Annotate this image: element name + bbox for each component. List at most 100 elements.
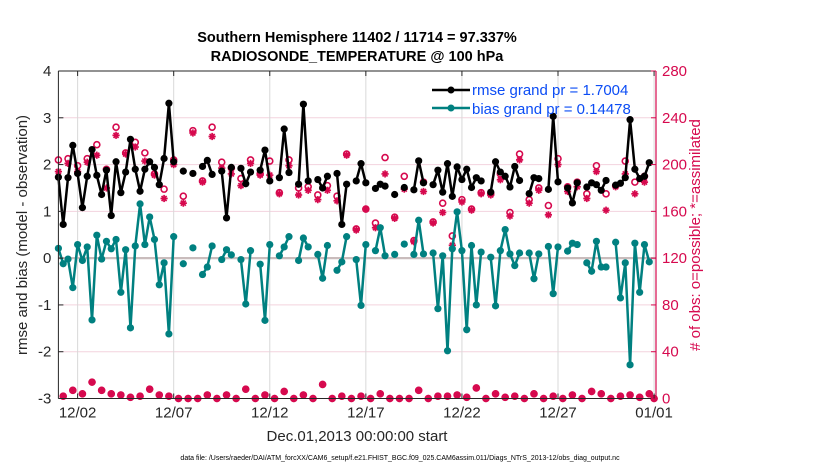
chart-title-line-1: Southern Hemisphere 11402 / 11714 = 97.3… — [197, 30, 517, 46]
bias-point — [261, 316, 269, 324]
bias-point — [285, 233, 293, 241]
bias-point — [443, 347, 452, 355]
rmse-point — [319, 184, 327, 192]
obs-possible-marker — [448, 232, 457, 240]
rmse-point — [357, 160, 365, 168]
bias-point — [146, 213, 154, 221]
bias-point — [458, 247, 466, 255]
obs-assimilated-marker — [69, 386, 77, 394]
rmse-point — [491, 158, 500, 166]
bias-point — [179, 260, 187, 268]
rmse-point — [419, 179, 428, 187]
rmse-point — [602, 176, 610, 185]
x-tick-label: 12/22 — [443, 405, 481, 422]
rmse-point — [102, 166, 111, 174]
obs-assimilated-marker — [391, 214, 399, 222]
rmse-point — [218, 167, 226, 175]
gridlines — [58, 70, 656, 399]
rmse-point — [323, 172, 332, 180]
rmse-point — [439, 188, 447, 196]
rmse-point — [179, 167, 187, 175]
rmse-point — [381, 182, 389, 190]
rmse-point — [170, 158, 178, 166]
obs-assimilated-marker — [525, 199, 533, 207]
rmse-point — [535, 175, 543, 183]
obs-assimilated-marker — [429, 219, 437, 227]
bias-point — [141, 240, 149, 249]
rmse-point — [453, 163, 461, 171]
rmse-point — [621, 174, 629, 182]
obs-assimilated-marker — [376, 390, 384, 398]
rmse-line — [297, 102, 310, 185]
rmse-point — [506, 183, 514, 191]
bias-point — [525, 249, 533, 257]
y-left-tick-label: -3 — [38, 391, 51, 408]
bias-point — [314, 250, 322, 258]
obs-assimilated-marker — [439, 208, 447, 217]
chart-title-line-2: RADIOSONDE_TEMPERATURE @ 100 hPa — [211, 49, 505, 65]
bias-point — [242, 300, 250, 308]
rmse-point — [583, 183, 591, 191]
obs-possible-marker — [602, 190, 610, 198]
rmse-line — [220, 167, 233, 220]
obs-assimilated-marker — [203, 391, 211, 399]
obs-assimilated-marker — [381, 170, 389, 178]
bias-point — [227, 251, 235, 259]
rmse-point — [78, 204, 87, 212]
rmse-point — [88, 146, 96, 154]
obs-assimilated-marker — [453, 391, 461, 399]
bias-point — [631, 239, 639, 247]
obs-assimilated-marker — [198, 178, 207, 186]
obs-possible-marker — [179, 192, 188, 200]
bias-point — [237, 255, 245, 264]
rmse-point — [362, 179, 370, 187]
y-right-tick-label: 80 — [662, 297, 679, 314]
rmse-point — [136, 187, 144, 195]
rmse-point — [237, 164, 245, 172]
rmse-point — [203, 156, 211, 164]
bias-point — [549, 290, 557, 298]
rmse-point — [549, 112, 557, 120]
bias-point — [573, 240, 581, 249]
obs-assimilated-marker — [636, 393, 644, 401]
rmse-point — [410, 186, 418, 194]
rmse-point — [122, 168, 130, 176]
obs-assimilated-marker — [515, 156, 524, 164]
bias-point — [621, 259, 629, 267]
bias-point — [165, 330, 173, 338]
bias-point — [218, 255, 226, 264]
obs-assimilated-marker — [343, 151, 351, 159]
bias-point — [640, 240, 649, 249]
y-left-tick-label: 1 — [43, 203, 51, 220]
rmse-point — [69, 141, 77, 149]
bias-point — [400, 240, 408, 248]
bias-point — [299, 234, 307, 242]
obs-assimilated-marker — [107, 390, 115, 398]
bias-point — [117, 288, 125, 296]
rmse-point — [371, 184, 380, 193]
rmse-point — [467, 183, 476, 192]
obs-assimilated-marker — [467, 206, 476, 214]
bias-point — [588, 267, 596, 275]
bias-point — [122, 246, 130, 254]
bias-point — [636, 288, 644, 296]
bias-point — [98, 255, 106, 263]
bias-line — [316, 245, 329, 280]
obs-assimilated-marker — [112, 131, 120, 139]
bias-point — [275, 252, 283, 260]
x-tick-label: 12/17 — [347, 405, 385, 422]
rmse-point — [458, 175, 466, 184]
bias-point — [544, 242, 552, 251]
bias-point — [131, 242, 139, 250]
obs-possible-marker — [112, 123, 120, 131]
rmse-point — [544, 185, 552, 193]
obs-assimilated-marker — [506, 212, 514, 220]
bias-line — [431, 210, 483, 353]
bias-point — [246, 247, 255, 255]
x-tick-label: 12/02 — [59, 405, 97, 422]
rmse-point — [564, 184, 572, 192]
x-tick-label: 12/27 — [539, 405, 577, 422]
bias-point — [304, 243, 312, 251]
bias-point — [136, 200, 144, 208]
obs-possible-marker — [438, 199, 447, 207]
